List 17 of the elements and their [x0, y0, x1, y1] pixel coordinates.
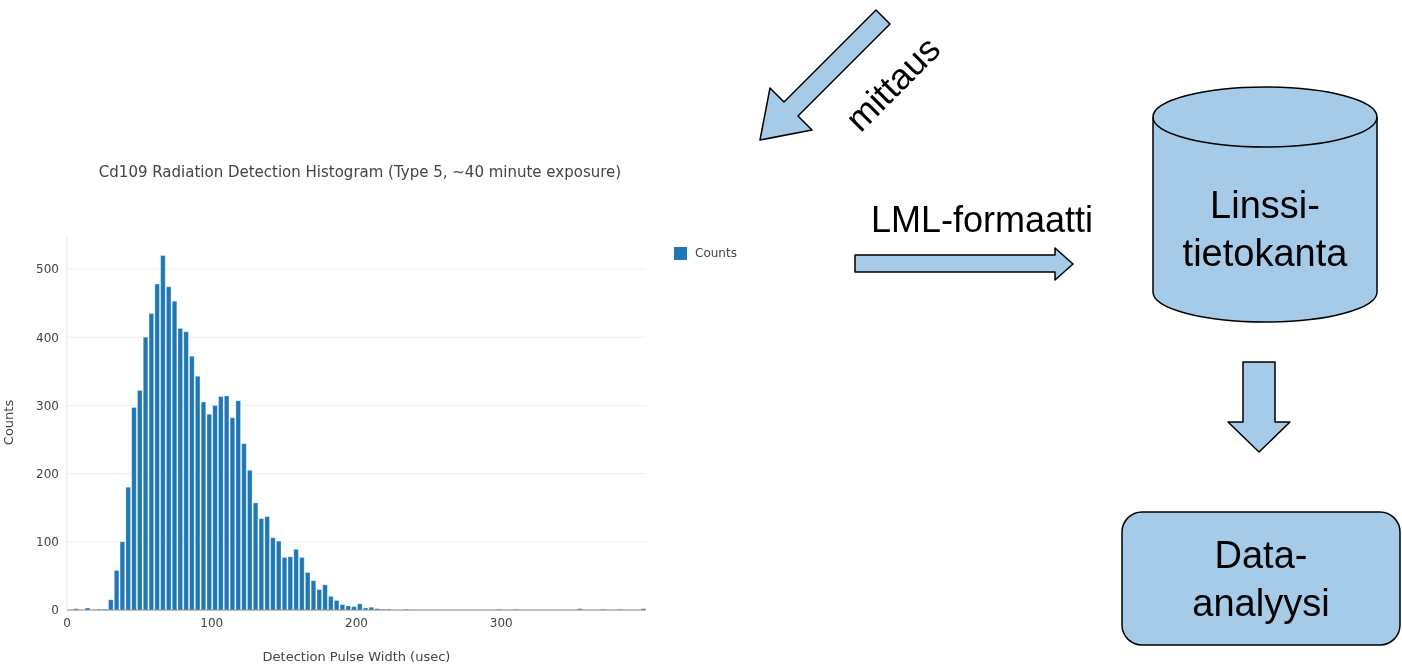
y-tick-label: 500: [36, 262, 59, 277]
chart-title: Cd109 Radiation Detection Histogram (Type 5, ~40 minute exposure): [97, 163, 623, 181]
y-tick-label: 200: [36, 466, 59, 481]
x-tick-label: 100: [200, 615, 224, 630]
text: LML-formaatti: [870, 199, 1094, 240]
y-tick-label: 300: [36, 398, 59, 413]
x-tick-label: 200: [345, 615, 368, 630]
y-tick-label: 0: [51, 603, 59, 618]
y-tick-label: 400: [36, 330, 59, 345]
y-axis-title: Counts: [0, 399, 16, 446]
x-tick-label: 0: [63, 615, 71, 630]
y-tick-label: 100: [36, 535, 59, 550]
text: Linssi- tietokanta: [1182, 184, 1349, 274]
legend-label: Counts: [695, 246, 737, 260]
text: Data- analyysi: [1192, 534, 1330, 624]
x-axis-title: Detection Pulse Width (usec): [262, 649, 451, 665]
x-tick-label: 300: [489, 615, 513, 630]
